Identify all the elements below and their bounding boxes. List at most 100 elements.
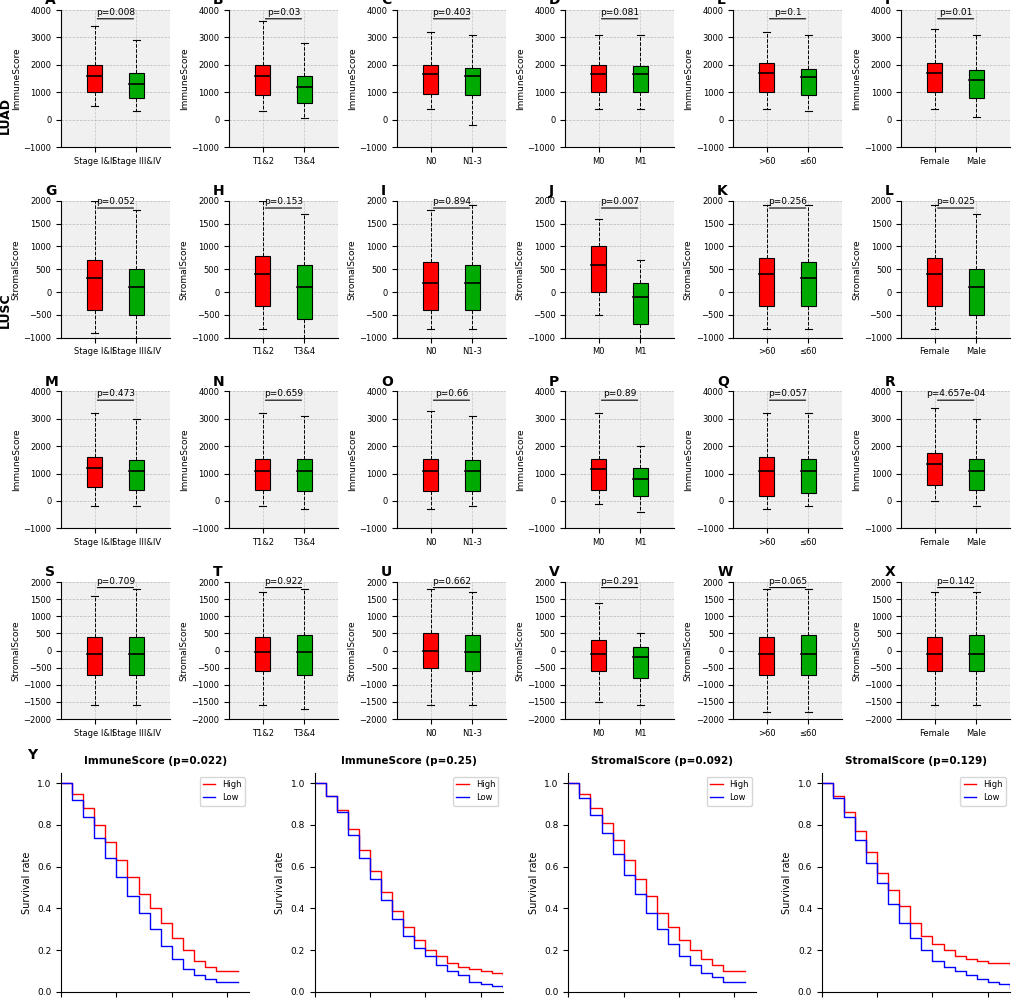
Bar bbox=[800, 635, 815, 674]
High bbox=[826, 790, 839, 802]
Text: p=0.081: p=0.081 bbox=[599, 8, 639, 17]
High bbox=[705, 959, 717, 971]
High bbox=[561, 778, 574, 790]
Low bbox=[904, 932, 916, 944]
Bar bbox=[591, 246, 605, 292]
High bbox=[661, 921, 674, 933]
Low bbox=[616, 869, 629, 881]
Legend: High, Low: High, Low bbox=[706, 777, 751, 806]
Bar bbox=[297, 635, 311, 674]
Low bbox=[165, 953, 177, 965]
Text: M: M bbox=[45, 375, 59, 389]
Bar bbox=[423, 263, 437, 311]
Bar bbox=[423, 65, 437, 93]
Text: X: X bbox=[884, 565, 895, 579]
Y-axis label: ImmuneScore: ImmuneScore bbox=[179, 47, 189, 110]
High bbox=[408, 934, 420, 946]
High bbox=[474, 965, 486, 977]
Line: Low: Low bbox=[821, 784, 1009, 988]
Low bbox=[154, 940, 166, 952]
Title: StromalScore (p=0.129): StromalScore (p=0.129) bbox=[844, 757, 986, 767]
High bbox=[364, 865, 376, 877]
High bbox=[419, 944, 431, 956]
High bbox=[595, 817, 607, 829]
Low bbox=[199, 974, 211, 986]
Low bbox=[881, 898, 894, 910]
Low bbox=[430, 959, 442, 971]
Bar bbox=[800, 459, 815, 493]
High bbox=[430, 951, 442, 963]
Text: p=0.66: p=0.66 bbox=[434, 389, 468, 398]
Low bbox=[661, 938, 674, 950]
Y-axis label: Survival rate: Survival rate bbox=[528, 851, 538, 914]
Low bbox=[848, 834, 860, 846]
Bar bbox=[465, 67, 479, 95]
Low bbox=[385, 913, 397, 925]
Text: A: A bbox=[45, 0, 56, 7]
Bar bbox=[128, 637, 144, 674]
Bar bbox=[88, 457, 102, 487]
High bbox=[187, 955, 200, 967]
High bbox=[893, 901, 905, 913]
Low bbox=[463, 976, 475, 988]
Y-axis label: ImmuneScore: ImmuneScore bbox=[851, 47, 860, 110]
Low bbox=[176, 963, 189, 975]
Text: E: E bbox=[716, 0, 726, 7]
High bbox=[838, 807, 850, 819]
Low bbox=[220, 976, 232, 988]
Bar bbox=[255, 65, 270, 95]
Low bbox=[474, 978, 486, 990]
Text: S: S bbox=[45, 565, 55, 579]
Bar bbox=[88, 261, 102, 311]
High bbox=[231, 965, 244, 977]
High bbox=[573, 788, 585, 800]
Text: p=0.1: p=0.1 bbox=[773, 8, 801, 17]
Bar bbox=[926, 258, 942, 306]
Text: p=0.03: p=0.03 bbox=[267, 8, 300, 17]
High bbox=[309, 778, 321, 790]
Low bbox=[364, 873, 376, 886]
Text: p=0.153: p=0.153 bbox=[264, 197, 303, 206]
Low bbox=[959, 969, 971, 981]
Text: p=0.007: p=0.007 bbox=[599, 197, 639, 206]
Text: N: N bbox=[213, 375, 224, 389]
Text: p=0.256: p=0.256 bbox=[767, 197, 806, 206]
Text: Y: Y bbox=[28, 747, 38, 762]
Y-axis label: StromalScore: StromalScore bbox=[347, 238, 357, 300]
Low bbox=[893, 917, 905, 929]
High bbox=[716, 965, 729, 977]
Bar bbox=[800, 263, 815, 306]
Low bbox=[341, 830, 354, 842]
Bar bbox=[633, 468, 647, 496]
High bbox=[639, 890, 651, 902]
High bbox=[66, 788, 78, 800]
Bar bbox=[88, 637, 102, 674]
Text: p=0.403: p=0.403 bbox=[432, 8, 471, 17]
High bbox=[319, 790, 331, 802]
High bbox=[959, 953, 971, 965]
High bbox=[936, 944, 949, 956]
Low bbox=[948, 965, 960, 977]
Legend: High, Low: High, Low bbox=[200, 777, 245, 806]
Bar bbox=[255, 637, 270, 671]
Line: High: High bbox=[61, 784, 237, 971]
Text: p=0.709: p=0.709 bbox=[96, 576, 135, 585]
Text: Q: Q bbox=[716, 375, 729, 389]
Low bbox=[980, 976, 993, 988]
Bar bbox=[255, 256, 270, 306]
High bbox=[848, 826, 860, 838]
Low bbox=[110, 871, 122, 883]
Y-axis label: ImmuneScore: ImmuneScore bbox=[347, 47, 357, 110]
Text: L: L bbox=[884, 184, 893, 198]
Text: p=0.057: p=0.057 bbox=[767, 389, 806, 398]
High bbox=[584, 803, 596, 815]
Text: p=0.473: p=0.473 bbox=[96, 389, 135, 398]
Low bbox=[728, 976, 740, 988]
Text: K: K bbox=[716, 184, 728, 198]
Y-axis label: StromalScore: StromalScore bbox=[683, 238, 692, 300]
Y-axis label: StromalScore: StromalScore bbox=[683, 620, 692, 681]
Text: LUAD: LUAD bbox=[0, 97, 11, 133]
Low bbox=[231, 976, 244, 988]
Low bbox=[419, 951, 431, 963]
Low bbox=[925, 955, 937, 967]
